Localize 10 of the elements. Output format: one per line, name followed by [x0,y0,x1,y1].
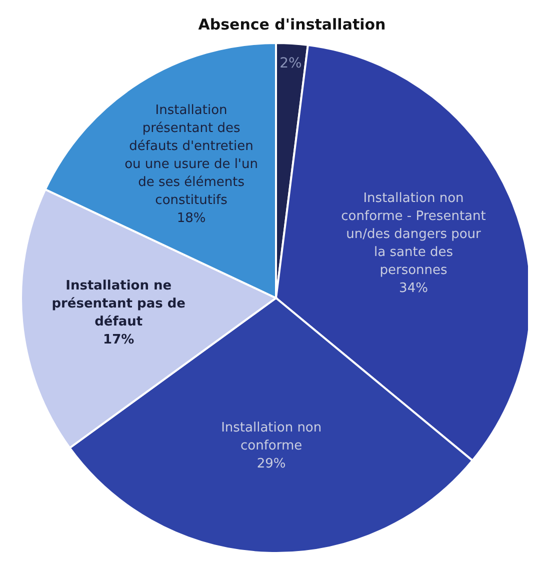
slice-label: Installation ne présentant pas de défaut [52,278,186,330]
data-label: 34% [399,281,428,296]
data-label: 2% [280,56,302,72]
data-label: 18% [176,211,206,226]
slice-label: Installation non conforme - Presentant un/des dangers pour la sante des personnes [341,191,486,278]
slice-label: Installation présentant des défauts d'entretien ou une usure de l'un de ses éléments constitutifs [124,103,258,208]
data-label: 17% [103,332,134,348]
slice-label: Absence d'installation [198,16,386,34]
slice-label: Installation non conforme [221,420,322,454]
data-label: 29% [256,456,286,472]
